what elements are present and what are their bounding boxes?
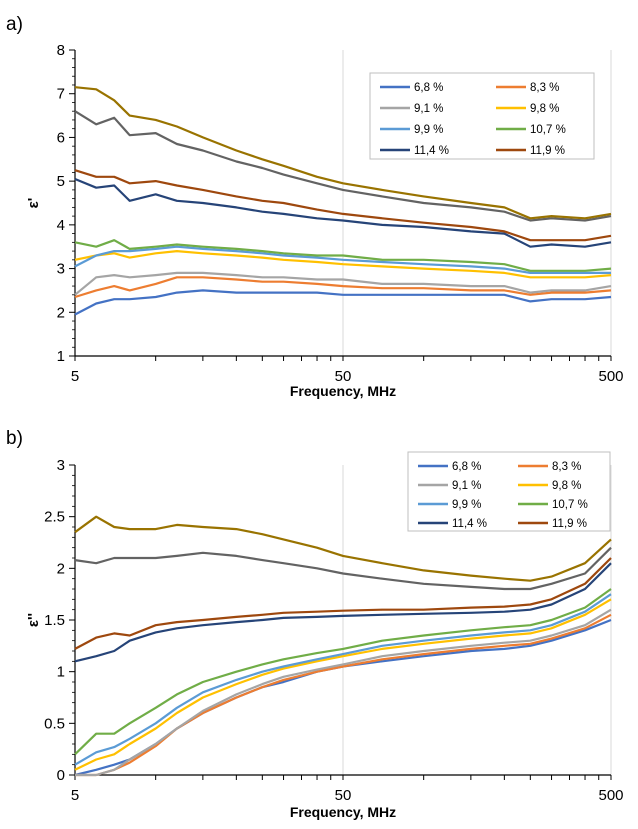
legend-label: 9,1 %: [452, 480, 481, 492]
series-lines: [74, 86, 612, 316]
x-axis: 5 50 500: [71, 355, 624, 385]
series-line-4: [74, 598, 612, 771]
series-line-10: [74, 86, 612, 220]
legend: 6,8 % 8,3 % 9,1 % 9,8 % 9,9 % 10,7 % 11,4 % 11,…: [407, 451, 611, 532]
y-tick-label: 2: [57, 304, 65, 321]
series-line-9: [74, 110, 612, 222]
series-line-6: [74, 588, 612, 756]
series-line-3: [74, 271, 612, 296]
y-tick-label: 2.5: [44, 509, 65, 526]
y-tick-label: 8: [57, 42, 65, 59]
legend-label: 11,9 %: [530, 145, 565, 157]
x-tick-label: 5: [71, 368, 79, 385]
legend-label: 10,7 %: [552, 499, 588, 511]
legend-label: 9,8 %: [552, 480, 581, 492]
series-line-2: [75, 613, 612, 777]
legend: 6,8 % 8,3 % 9,1 % 9,8 % 9,9 % 10,7 % 11,4 % 11,…: [369, 72, 595, 160]
series-line-7: [74, 177, 612, 248]
legend-label: 11,9 %: [552, 518, 587, 530]
y-tick-label: 1: [57, 348, 65, 365]
x-tick-label: 5: [71, 787, 79, 804]
y-tick-label: 1: [57, 664, 65, 681]
y-tick-label: 2: [57, 560, 65, 577]
y-axis: 0 0.5 1 1.5 2 2.5 3: [44, 457, 76, 784]
series-line-8: [74, 557, 612, 650]
series-lines: [74, 515, 612, 777]
y-tick-label: 1.5: [44, 612, 65, 629]
y-axis-label: ε': [25, 198, 42, 209]
chart-panel-b: b) 0 0.5 1 1.5 2 2.5 3 5 50 500 Frequency, MHz ε'' 6,…: [6, 428, 624, 820]
series-line-4: [74, 250, 612, 279]
y-tick-label: 3: [57, 457, 65, 474]
legend-label: 11,4 %: [414, 145, 449, 157]
series-line-3: [75, 608, 612, 777]
legend-label: 9,8 %: [530, 103, 559, 115]
panel-label: b): [6, 428, 23, 449]
series-line-7: [74, 562, 612, 663]
legend-label: 11,4 %: [452, 518, 487, 530]
y-tick-label: 6: [57, 129, 65, 146]
x-tick-label: 50: [335, 787, 352, 804]
legend-label: 8,3 %: [552, 461, 581, 473]
legend-label: 9,9 %: [452, 499, 481, 511]
y-axis-label: ε'': [25, 613, 42, 627]
panel-label: a): [6, 14, 23, 35]
legend-label: 8,3 %: [530, 82, 559, 94]
x-axis: 5 50 500: [71, 774, 624, 804]
x-tick-label: 50: [335, 368, 352, 385]
legend-label: 9,1 %: [414, 103, 443, 115]
series-line-6: [74, 239, 612, 272]
x-axis-label: Frequency, MHz: [290, 383, 396, 399]
y-tick-label: 3: [57, 261, 65, 278]
y-tick-label: 5: [57, 173, 65, 190]
series-line-5: [74, 593, 612, 766]
series-line-1: [74, 289, 612, 316]
x-tick-label: 500: [598, 787, 623, 804]
y-tick-label: 0.5: [44, 715, 65, 732]
x-tick-label: 500: [598, 368, 623, 385]
y-tick-label: 4: [57, 217, 65, 234]
legend-label: 10,7 %: [530, 124, 566, 136]
chart-panel-a: a) 1 2 3 4 5 6 7 8 5 50 500 Frequency, MHz ε' 6,8 % 8,3…: [6, 14, 624, 399]
series-line-9: [74, 546, 612, 591]
series-line-10: [74, 515, 612, 582]
series-line-8: [74, 169, 612, 242]
series-line-2: [74, 276, 612, 299]
y-tick-label: 7: [57, 86, 65, 103]
legend-label: 6,8 %: [414, 82, 443, 94]
y-axis: 1 2 3 4 5 6 7 8: [57, 42, 76, 365]
legend-label: 9,9 %: [414, 124, 443, 136]
legend-label: 6,8 %: [452, 461, 481, 473]
series-line-5: [74, 245, 611, 274]
y-tick-label: 0: [57, 767, 65, 784]
x-axis-label: Frequency, MHz: [290, 804, 396, 820]
